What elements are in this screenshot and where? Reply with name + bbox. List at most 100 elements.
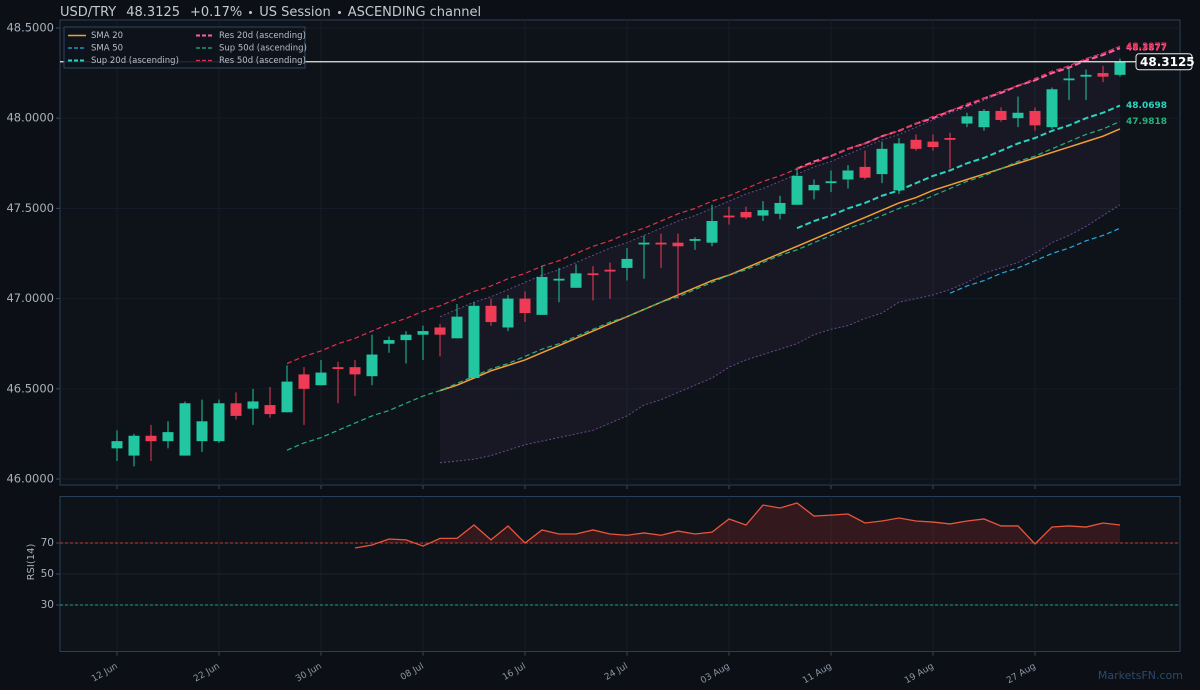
series-line (439, 128, 1121, 392)
candle-body (859, 166, 871, 178)
candle-body (502, 298, 514, 328)
y-tick-label: 47.0000 (6, 291, 54, 305)
candle-body (944, 138, 956, 140)
candle-body (383, 340, 395, 344)
candle-body (400, 334, 412, 341)
series-line (286, 45, 1121, 365)
x-tick-label: 27 Aug (1005, 662, 1038, 687)
candle-body (519, 298, 531, 314)
candle-body (927, 141, 939, 148)
candle-body (315, 372, 327, 386)
candle-body (672, 242, 684, 247)
candle-body (910, 139, 922, 149)
candle-body (451, 316, 463, 339)
candle-body (434, 327, 446, 335)
candle-body (740, 211, 752, 218)
candle-body (298, 374, 310, 389)
candle-body (808, 184, 820, 191)
candle-body (825, 181, 837, 184)
candle-body (791, 175, 803, 205)
candle-body (842, 170, 854, 180)
candle-body (978, 110, 990, 128)
series-line (796, 104, 1121, 230)
candle-body (1046, 89, 1058, 128)
envelope-lower (439, 204, 1121, 464)
candle-body (553, 278, 565, 281)
candle-body (213, 403, 225, 442)
trend-end-label: 48.0698 (1126, 101, 1167, 111)
price-panel (59, 19, 1181, 486)
candle-body (1114, 61, 1126, 75)
y-tick-label: 46.5000 (6, 381, 54, 395)
x-tick-label: 24 Jul (603, 662, 630, 683)
legend: SMA 20 SMA 50 Sup 20d (ascending) Res 20d (… (63, 26, 307, 69)
candle-body (570, 273, 582, 288)
y-tick-label: 48.0000 (6, 111, 54, 125)
candle-body (366, 354, 378, 377)
candle-body (1063, 78, 1075, 81)
candle-body (689, 239, 701, 241)
price-label: 48.3125 (1140, 55, 1195, 69)
candle-body (893, 143, 905, 191)
legend-label: Res 20d (ascending) (219, 31, 306, 41)
candle-body (230, 403, 242, 416)
candle-body (349, 367, 361, 375)
candle-body (995, 110, 1007, 120)
candle-body (587, 273, 599, 276)
candle-body (281, 381, 293, 413)
candle-body (162, 432, 174, 442)
rsi-y-tick-label: 70 (41, 537, 54, 549)
x-tick-label: 30 Jun (294, 662, 324, 685)
y-tick-label: 47.5000 (6, 201, 54, 215)
pattern: ASCENDING channel (347, 5, 482, 20)
y-tick-label: 48.5000 (6, 20, 54, 34)
watermark: MarketsFN.com (1098, 669, 1183, 682)
candle-body (961, 116, 973, 124)
trend-end-label: 48.3877 (1126, 44, 1167, 54)
candle-body (485, 305, 497, 323)
session: US Session (259, 5, 331, 20)
candle-body (536, 276, 548, 315)
candle-body (332, 367, 344, 369)
candle-body (757, 210, 769, 216)
last-price: 48.3125 (126, 5, 181, 20)
candle-body (1097, 73, 1109, 77)
x-tick-label: 19 Aug (903, 662, 936, 687)
rsi-axis-label: RSI(14) (26, 544, 37, 581)
candle-body (1012, 112, 1024, 119)
separator (249, 11, 253, 14)
rsi-y-tick-label: 50 (41, 568, 54, 580)
x-tick-label: 08 Jul (399, 662, 426, 683)
candle-body (621, 258, 633, 268)
candle-body (468, 305, 480, 378)
x-tick-label: 22 Jun (192, 662, 222, 685)
candle-body (604, 269, 616, 272)
trend-end-label: 47.9818 (1126, 117, 1167, 127)
header: USD/TRY 48.3125 +0.17% US Session ASCEND… (60, 5, 481, 20)
y-tick-label: 46.0000 (6, 472, 54, 486)
price-label-box (1135, 53, 1193, 71)
legend-label: SMA 50 (91, 44, 123, 54)
legend-label: Sup 50d (ascending) (219, 44, 307, 54)
candle-body (655, 242, 667, 245)
symbol: USD/TRY (60, 5, 117, 20)
candle-body (247, 401, 259, 409)
legend-box (63, 26, 306, 69)
candle-body (1080, 74, 1092, 77)
candle-body (876, 148, 888, 175)
series-line (949, 227, 1121, 294)
candle-body (417, 331, 429, 335)
candle-body (111, 441, 123, 449)
x-tick-label: 11 Aug (801, 662, 834, 687)
legend-label: Sup 20d (ascending) (91, 56, 179, 66)
change: +0.17% (190, 5, 243, 20)
x-tick-label: 03 Aug (699, 662, 732, 687)
legend-label: SMA 20 (91, 31, 123, 41)
candle-body (145, 435, 157, 442)
trend-end-label: 48.3977 (1126, 42, 1167, 52)
candle-body (196, 421, 208, 442)
series-line (286, 120, 1121, 451)
candle-body (638, 242, 650, 245)
candle-body (1029, 110, 1041, 126)
